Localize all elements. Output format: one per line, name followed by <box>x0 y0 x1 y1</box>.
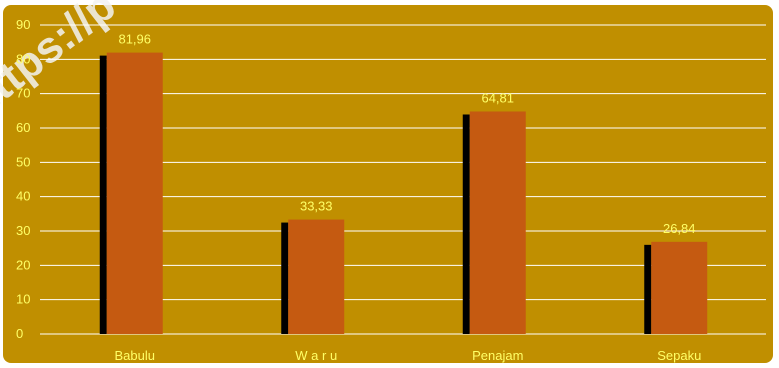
y-tick-label: 30 <box>16 223 30 238</box>
y-tick-label: 90 <box>16 17 30 32</box>
y-tick-label: 80 <box>16 51 30 66</box>
x-tick-label: W a r u <box>295 348 337 363</box>
y-tick-label: 0 <box>16 326 23 341</box>
bar-shadow <box>462 114 470 335</box>
y-tick-label: 50 <box>16 154 30 169</box>
bar-shadow <box>644 244 652 334</box>
bar <box>651 241 708 334</box>
data-label: 64,81 <box>481 90 514 105</box>
x-tick-label: Penajam <box>472 348 523 363</box>
y-tick-label: 10 <box>16 292 30 307</box>
data-label: 33,33 <box>300 199 333 214</box>
data-label: 26,84 <box>663 221 696 236</box>
y-tick-label: 60 <box>16 120 30 135</box>
y-tick-label: 40 <box>16 189 30 204</box>
bar-shadow <box>281 222 289 334</box>
x-tick-label: Babulu <box>115 348 155 363</box>
bar <box>469 111 526 335</box>
y-tick-label: 20 <box>16 257 30 272</box>
bar <box>288 219 345 334</box>
x-tick-label: Sepaku <box>657 348 701 363</box>
bar <box>106 52 163 334</box>
y-tick-label: 70 <box>16 86 30 101</box>
bar-shadow <box>99 55 107 334</box>
data-label: 81,96 <box>118 32 151 47</box>
